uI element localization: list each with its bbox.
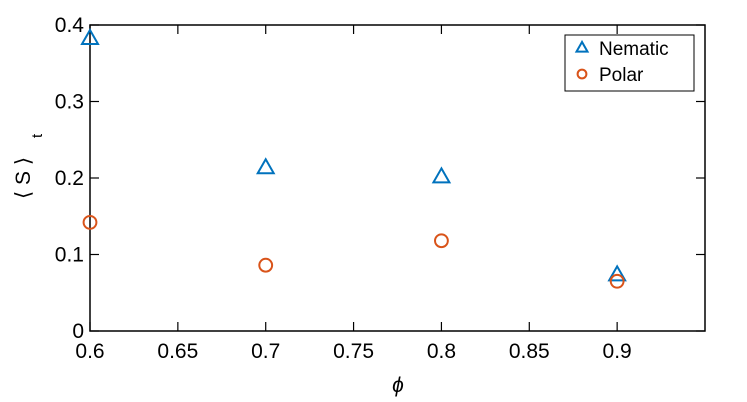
- x-axis-label: ϕ: [392, 374, 404, 397]
- circle-marker: [258, 257, 274, 273]
- x-tick-label: 0.9: [603, 340, 632, 363]
- circle-marker: [434, 233, 449, 249]
- y-tick-label: 0.3: [55, 91, 84, 114]
- y-axis-label-subscript: t: [29, 133, 46, 138]
- x-tick-label: 0.7: [251, 340, 280, 363]
- x-tick-label: 0.8: [427, 340, 456, 363]
- triangle-marker: [255, 157, 276, 175]
- x-tick-label: 0.75: [333, 340, 374, 363]
- triangle-marker: [80, 27, 100, 45]
- triangle-marker: [431, 166, 452, 184]
- x-tick-label: 0.6: [75, 340, 104, 363]
- triangle-marker: [607, 264, 627, 282]
- y-axis-label: ⟨ S ⟩: [12, 157, 35, 199]
- x-tick-label: 0.65: [157, 340, 198, 363]
- triangle-marker: [574, 39, 590, 53]
- y-tick-label: 0.4: [55, 14, 85, 37]
- legend-box: [564, 34, 695, 92]
- y-axis-label-group: ⟨ S ⟩ t: [12, 133, 46, 199]
- circle-marker: [82, 214, 98, 230]
- y-tick-label: 0.2: [55, 167, 84, 190]
- y-tick-label: 0: [72, 320, 84, 343]
- y-tick-label: 0.1: [55, 244, 84, 267]
- circle-marker: [609, 273, 625, 289]
- x-tick-label: 0.85: [509, 340, 550, 363]
- circle-marker: [576, 68, 588, 80]
- legend-label: Nematic: [599, 39, 669, 60]
- legend-label: Polar: [599, 65, 644, 86]
